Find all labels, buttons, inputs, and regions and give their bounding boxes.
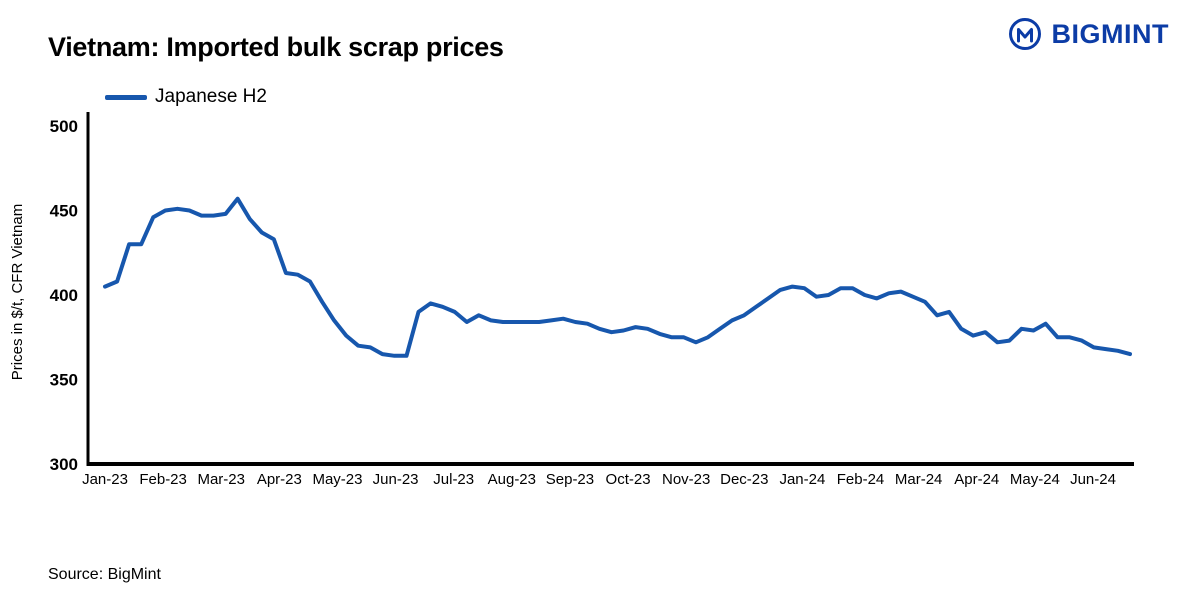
bigmint-logo-icon (1008, 18, 1041, 50)
x-tick-label: Jun-23 (373, 471, 419, 488)
x-tick-label: Feb-23 (139, 471, 187, 488)
price-line-japanese-h2 (103, 196, 1132, 358)
chart-legend: Japanese H2 (105, 86, 267, 108)
x-tick-label: Feb-24 (837, 471, 885, 488)
x-tick-label: May-24 (1010, 471, 1060, 488)
x-tick-label: Sep-23 (546, 471, 594, 488)
y-tick-label: 500 (50, 117, 78, 136)
x-tick-label: Jul-23 (433, 471, 474, 488)
x-tick-label: Apr-24 (954, 471, 999, 488)
x-tick-label: Mar-24 (895, 471, 943, 488)
page-title: Vietnam: Imported bulk scrap prices (48, 32, 504, 63)
y-tick-label: 300 (50, 455, 78, 474)
x-tick-label: Dec-23 (720, 471, 768, 488)
x-tick-label: Jun-24 (1070, 471, 1116, 488)
brand-logo: BIGMINT (1007, 16, 1170, 52)
y-tick-label: 450 (50, 202, 78, 221)
x-tick-label: Jan-23 (82, 471, 128, 488)
y-tick-label: 350 (50, 371, 78, 390)
x-tick-label: Jan-24 (779, 471, 825, 488)
legend-line-swatch (105, 94, 147, 100)
brand-name: BIGMINT (1051, 18, 1169, 49)
x-tick-label: Nov-23 (662, 471, 710, 488)
y-tick-label: 400 (50, 286, 78, 305)
legend-series-label: Japanese H2 (155, 86, 267, 107)
source-note: Source: BigMint (48, 566, 161, 583)
x-tick-label: Apr-23 (257, 471, 302, 488)
x-tick-label: May-23 (312, 471, 362, 488)
x-tick-label: Oct-23 (606, 471, 651, 488)
x-tick-label: Mar-23 (197, 471, 245, 488)
x-tick-label: Aug-23 (488, 471, 536, 488)
